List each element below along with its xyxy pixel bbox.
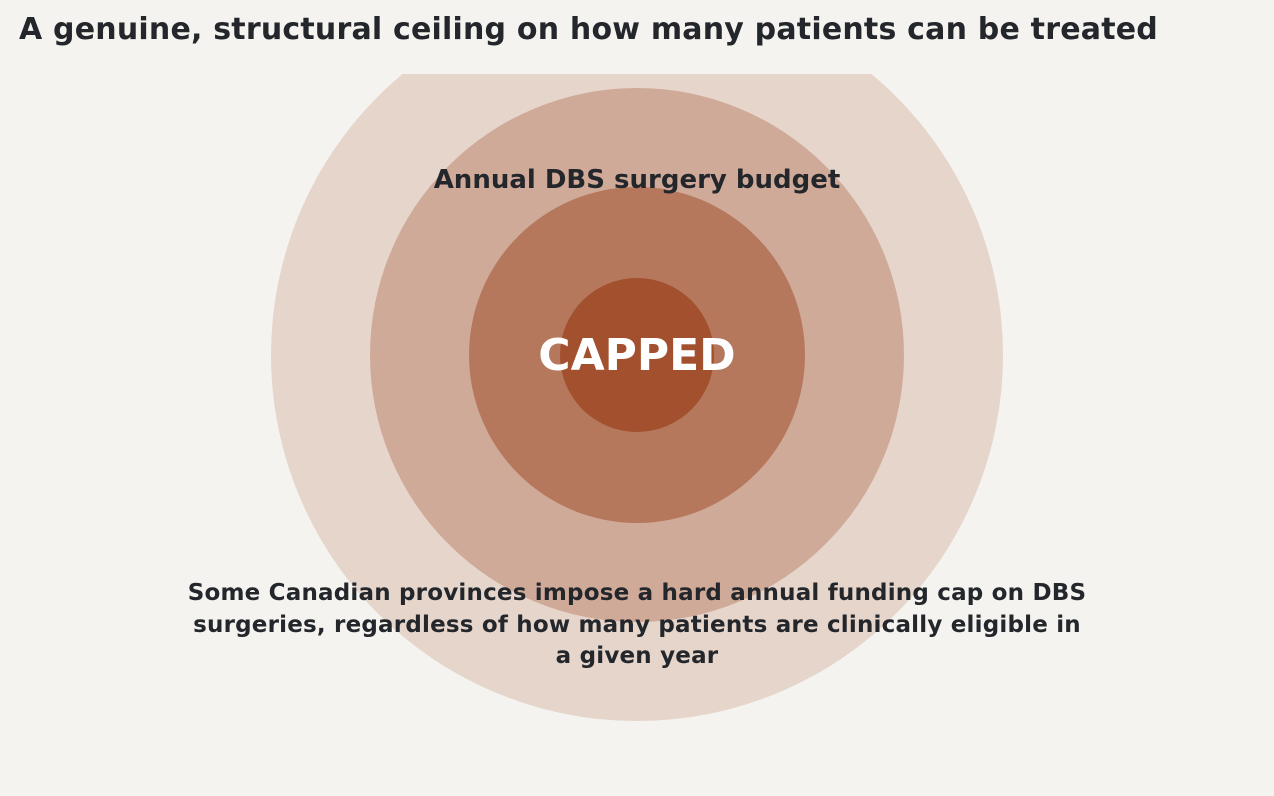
core-circle <box>560 278 714 432</box>
page-title: A genuine, structural ceiling on how man… <box>19 12 1158 47</box>
capped-label: CAPPED <box>538 330 735 381</box>
budget-ring-label: Annual DBS surgery budget <box>434 165 841 195</box>
description-text: Some Canadian provinces impose a hard an… <box>187 580 1087 669</box>
